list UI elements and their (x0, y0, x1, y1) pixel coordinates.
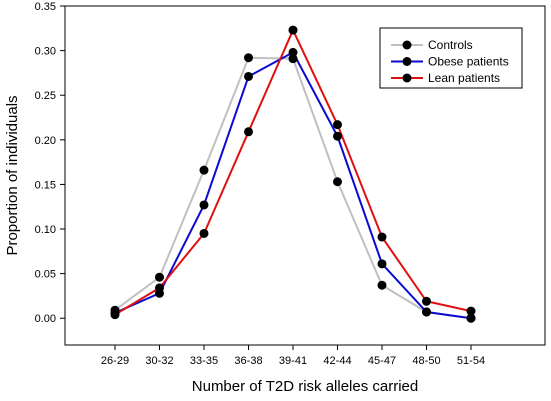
data-point (377, 259, 387, 269)
y-axis-title: Proportion of individuals (4, 95, 21, 255)
x-tick-label: 48-50 (412, 355, 440, 367)
data-point (155, 272, 164, 282)
y-tick-label: 0.15 (35, 179, 56, 191)
data-point (244, 53, 253, 63)
data-point (333, 131, 342, 141)
legend-swatch-marker (402, 73, 412, 83)
x-tick-label: 26-29 (101, 355, 129, 367)
y-tick-label: 0.05 (35, 269, 56, 281)
data-point (155, 283, 164, 293)
y-tick-label: 0.00 (35, 313, 56, 325)
data-point (199, 200, 209, 210)
data-point (422, 296, 431, 306)
y-tick-label: 0.10 (35, 224, 56, 236)
x-tick-label: 30-32 (145, 355, 173, 367)
y-tick-label: 0.30 (35, 46, 56, 58)
data-point (288, 54, 298, 64)
x-tick-label: 36-38 (234, 355, 262, 367)
data-point (377, 280, 387, 290)
y-tick-label: 0.35 (35, 1, 56, 13)
data-point (288, 25, 298, 35)
plot-frame (64, 5, 546, 346)
legend-label: Lean patients (428, 71, 500, 85)
legend-swatch-marker (402, 40, 412, 50)
x-tick-label: 45-47 (368, 355, 396, 367)
data-point (288, 47, 298, 57)
x-tick-label: 51-54 (457, 355, 485, 367)
data-point (333, 177, 342, 187)
x-tick-label: 33-35 (190, 355, 218, 367)
series-line (114, 56, 472, 320)
x-tick-label: 39-41 (279, 355, 307, 367)
data-point (244, 127, 253, 137)
data-point (333, 120, 342, 130)
y-axis: 0.00 0.05 0.10 0.15 0.20 0.25 0.30 0.35 (35, 1, 65, 325)
y-tick-label: 0.25 (35, 90, 56, 102)
data-point (199, 228, 209, 238)
series-markers-lean-patients (110, 25, 476, 320)
x-axis: 26-29 30-32 33-35 36-38 39-41 42-44 45-47 48-50… (101, 345, 485, 367)
legend: Controls Obese patients Lean patients (379, 27, 523, 89)
data-point (466, 306, 476, 316)
x-axis-title: Number of T2D risk alleles carried (192, 378, 418, 395)
data-point (466, 313, 476, 323)
y-tick-label: 0.20 (35, 135, 56, 147)
data-point (110, 310, 120, 320)
legend-swatch-marker (402, 57, 412, 66)
legend-label: Controls (428, 38, 473, 52)
data-point (377, 232, 387, 242)
data-point (199, 165, 209, 175)
series-layer (110, 25, 476, 323)
data-point (244, 71, 253, 81)
series-controls (114, 56, 472, 320)
data-point (422, 307, 431, 317)
legend-label: Obese patients (428, 55, 509, 69)
x-tick-label: 42-44 (323, 355, 351, 367)
